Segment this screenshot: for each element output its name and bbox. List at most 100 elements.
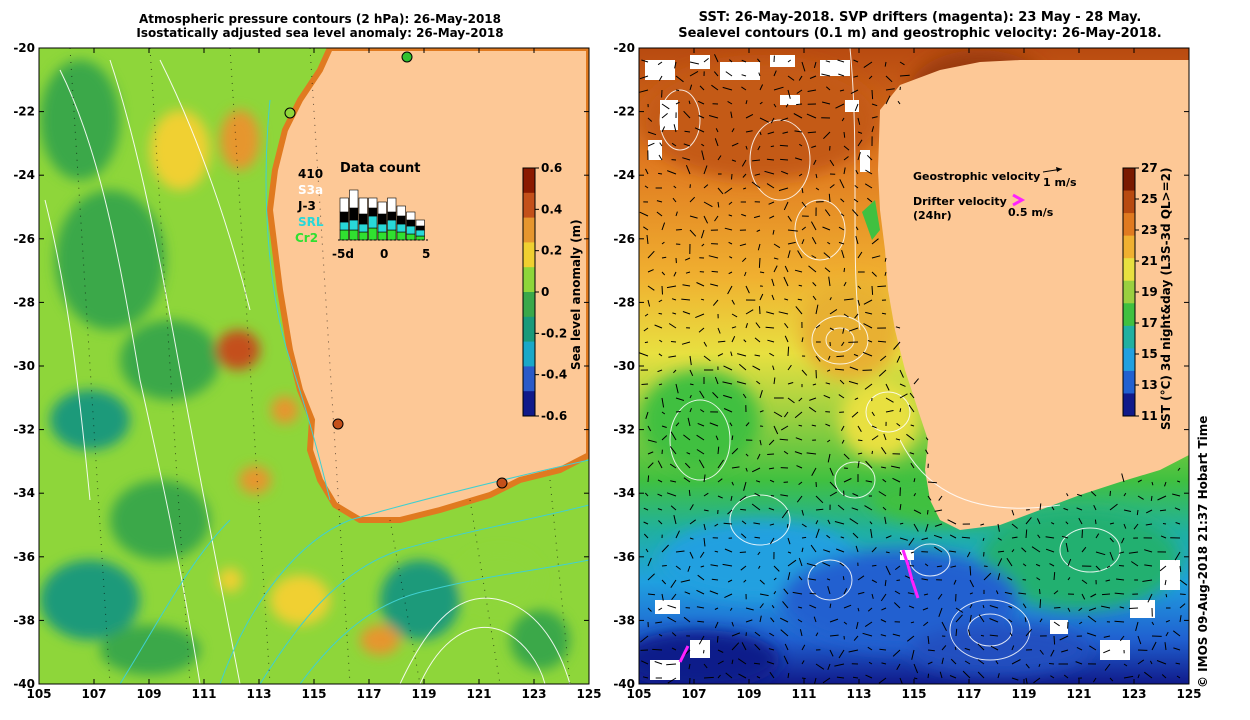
velocity-vector (848, 649, 859, 653)
velocity-vector (865, 460, 873, 469)
velocity-vector (893, 341, 901, 350)
velocity-vector (698, 459, 705, 469)
velocity-vector (851, 209, 859, 217)
velocity-vector (967, 629, 971, 637)
velocity-vector (1049, 563, 1055, 567)
data-count-title: Data count (340, 161, 420, 176)
velocity-vector (741, 59, 747, 63)
velocity-vector (907, 592, 915, 595)
velocity-vector (1061, 649, 1069, 653)
velocity-vector (769, 215, 775, 219)
velocity-vector (787, 229, 798, 232)
velocity-vector (745, 113, 754, 119)
data-count-bar (339, 221, 349, 231)
velocity-vector (652, 648, 663, 651)
velocity-vector (977, 643, 985, 651)
colorbar-tick-label: 0.4 (541, 202, 562, 216)
velocity-vector (853, 353, 859, 357)
velocity-vector (658, 312, 663, 315)
velocity-vector (701, 150, 705, 161)
velocity-vector (639, 211, 649, 217)
velocity-vector (640, 660, 649, 665)
x-axis-tick-label: 109 (136, 687, 161, 701)
velocity-vector (698, 115, 705, 119)
colorbar-swatch (1123, 325, 1135, 349)
velocity-vector (815, 355, 821, 362)
velocity-vector (773, 265, 778, 273)
velocity-vector (647, 142, 655, 147)
velocity-vector (934, 509, 943, 512)
velocity-vector (1164, 481, 1167, 487)
velocity-vector (712, 392, 719, 399)
velocity-vector (670, 480, 677, 483)
velocity-vector (771, 278, 775, 287)
velocity-vector (1081, 546, 1087, 553)
velocity-vector (711, 84, 719, 91)
velocity-vector (767, 339, 775, 343)
tide-gauge-marker[interactable] (401, 51, 413, 63)
data-count-bar (349, 229, 359, 241)
velocity-vector (1109, 490, 1111, 497)
velocity-vector (657, 508, 663, 511)
colorbar-tick-label: 23 (1141, 223, 1158, 237)
velocity-vector (796, 465, 803, 469)
tide-gauge-marker[interactable] (284, 107, 296, 119)
velocity-vector (673, 124, 677, 133)
velocity-vector (671, 632, 677, 637)
velocity-vector (741, 642, 747, 651)
velocity-vector (892, 633, 901, 637)
tide-gauge-marker[interactable] (496, 477, 508, 489)
velocity-vector (1150, 495, 1153, 501)
velocity-vector (728, 201, 733, 205)
velocity-vector (840, 425, 845, 431)
velocity-vector (717, 660, 724, 665)
x-axis-tick-label: 117 (356, 687, 381, 701)
velocity-vector (892, 649, 901, 657)
velocity-vector (709, 590, 719, 595)
velocity-vector (955, 628, 958, 637)
x-axis-tick-label: 107 (681, 687, 706, 701)
velocity-vector (795, 437, 803, 441)
velocity-vector (838, 649, 845, 659)
velocity-vector (672, 312, 677, 315)
velocity-vector (759, 271, 765, 274)
velocity-vector (825, 423, 831, 427)
velocity-vector (1011, 677, 1019, 681)
velocity-vector (661, 579, 667, 585)
velocity-vector (796, 495, 803, 503)
velocity-vector (1076, 507, 1083, 511)
data-count-bar (377, 213, 387, 225)
velocity-vector (673, 369, 677, 374)
velocity-vector (811, 237, 817, 245)
velocity-vector (688, 663, 691, 670)
data-count-bar (368, 215, 378, 229)
velocity-vector (770, 117, 775, 124)
velocity-vector (801, 509, 804, 516)
velocity-vector (950, 658, 957, 665)
y-axis-tick-label: -24 (13, 168, 35, 182)
velocity-vector (881, 312, 887, 315)
colorbar-swatch (1123, 235, 1135, 259)
velocity-vector (756, 676, 761, 679)
velocity-vector (769, 479, 775, 483)
velocity-vector (982, 537, 985, 542)
velocity-vector (871, 411, 875, 417)
right-map-title: SST: 26-May-2018. SVP drifters (magenta)… (640, 10, 1200, 42)
velocity-vector (703, 474, 706, 483)
velocity-vector (801, 677, 806, 680)
velocity-vector (644, 185, 649, 189)
velocity-vector (837, 59, 845, 63)
velocity-vector (1142, 579, 1153, 582)
velocity-vector (923, 593, 929, 596)
colorbar-swatch (1123, 190, 1135, 214)
velocity-vector (670, 431, 677, 441)
tide-gauge-marker[interactable] (332, 418, 344, 430)
y-axis-tick-label: -40 (13, 677, 35, 691)
velocity-vector (1092, 677, 1097, 683)
velocity-vector (727, 579, 733, 583)
velocity-vector (703, 215, 709, 224)
velocity-vector (689, 537, 694, 540)
velocity-vector (773, 86, 784, 91)
velocity-vector (808, 578, 817, 581)
velocity-vector (892, 477, 901, 483)
